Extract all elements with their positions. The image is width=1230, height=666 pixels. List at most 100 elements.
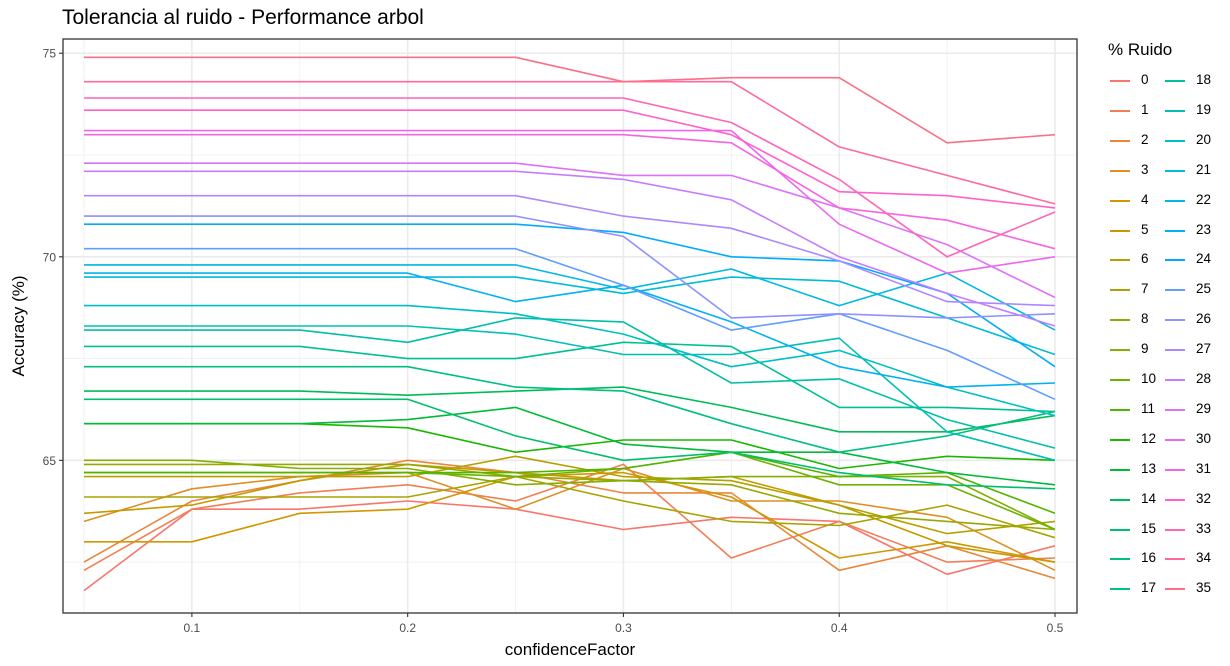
series-line-9 xyxy=(84,459,1056,531)
series-line-35 xyxy=(84,56,1056,144)
series-line-20 xyxy=(84,304,1056,417)
series-line-7 xyxy=(84,475,1056,539)
series-line-17 xyxy=(84,341,1056,413)
legend-label: 23 xyxy=(1196,221,1212,237)
legend-swatch xyxy=(1165,109,1185,112)
series-line-21 xyxy=(84,276,1056,356)
series-line-18 xyxy=(84,317,1056,449)
legend-label: 24 xyxy=(1196,251,1212,267)
legend-label: 35 xyxy=(1196,580,1212,596)
legend-swatch xyxy=(1165,468,1185,471)
legend-label: 22 xyxy=(1196,191,1212,207)
legend-swatch xyxy=(1165,408,1185,411)
series-line-0 xyxy=(83,500,1056,592)
series-line-33 xyxy=(84,97,1056,258)
legend-swatch xyxy=(1110,289,1130,292)
legend-label: 34 xyxy=(1196,550,1212,566)
series-line-23 xyxy=(84,272,1056,388)
y-tick-label: 65 xyxy=(43,454,57,468)
series-line-16 xyxy=(84,365,1056,454)
legend-label: 6 xyxy=(1141,251,1149,267)
y-tick-label: 75 xyxy=(43,47,57,61)
series-line-5 xyxy=(83,463,1056,563)
legend-swatch xyxy=(1110,80,1130,82)
legend-swatch xyxy=(1110,139,1130,142)
legend-swatch xyxy=(1165,319,1185,322)
x-tick-label: 0.4 xyxy=(831,621,848,635)
legend-swatch xyxy=(1110,498,1130,501)
axis-layer: 0.1 0.2 0.3 0.4 0.5 65 70 75 xyxy=(43,47,1064,635)
legend-label: 12 xyxy=(1141,430,1157,446)
legend-swatch xyxy=(1110,349,1130,352)
legend-swatch xyxy=(1165,438,1185,441)
legend-swatch xyxy=(1165,379,1185,381)
legend-swatch xyxy=(1165,498,1185,501)
series-line-4 xyxy=(84,471,1056,563)
legend-swatch xyxy=(1165,199,1185,202)
series-line-29 xyxy=(84,162,1056,299)
y-axis-title: Accuracy (%) xyxy=(9,275,28,376)
y-tick-label: 70 xyxy=(43,250,57,264)
legend-label: 2 xyxy=(1141,131,1149,147)
legend-label: 30 xyxy=(1196,430,1212,446)
legend-label: 4 xyxy=(1141,191,1149,207)
legend-swatch xyxy=(1110,259,1130,262)
series-line-15 xyxy=(84,398,1056,490)
legend-swatch xyxy=(1110,588,1130,591)
legend-swatch xyxy=(1110,468,1130,471)
legend-label: 33 xyxy=(1196,520,1212,536)
series-line-24 xyxy=(84,223,1056,368)
series-line-25 xyxy=(84,247,1056,401)
legend-label: 13 xyxy=(1141,460,1157,476)
legend-swatch xyxy=(1165,528,1185,531)
series-line-6 xyxy=(84,455,1056,535)
legend-label: 18 xyxy=(1196,72,1212,87)
series-line-19 xyxy=(84,325,1056,462)
series-line-11 xyxy=(84,451,1056,515)
plot-panel-border xyxy=(62,38,1078,614)
x-axis-title: confidenceFactor xyxy=(505,640,636,659)
legend-label: 26 xyxy=(1196,311,1212,327)
legend-label: 15 xyxy=(1141,520,1157,536)
legend-label: 7 xyxy=(1141,281,1149,297)
legend-label: 29 xyxy=(1196,400,1212,416)
legend-title: % Ruido xyxy=(1108,40,1173,59)
legend-label: 19 xyxy=(1196,101,1212,117)
legend-swatch xyxy=(1165,259,1185,262)
legend-swatch xyxy=(1165,80,1185,82)
legend-swatch xyxy=(1110,379,1130,381)
legend-swatch xyxy=(1165,229,1185,232)
series-line-22 xyxy=(84,264,1056,331)
legend-swatch xyxy=(1165,558,1185,561)
legend-swatch xyxy=(1165,289,1185,292)
x-tick-label: 0.2 xyxy=(399,621,416,635)
legend-label: 16 xyxy=(1141,550,1157,566)
legend-label: 11 xyxy=(1141,400,1156,416)
legend-label: 8 xyxy=(1141,311,1149,327)
legend-swatch xyxy=(1110,408,1130,411)
legend-label: 0 xyxy=(1141,72,1149,87)
legend-swatch xyxy=(1110,199,1130,202)
series-line-26 xyxy=(84,215,1056,319)
legend-swatch xyxy=(1110,229,1130,232)
legend-swatch xyxy=(1110,558,1130,561)
series-layer xyxy=(83,56,1056,592)
legend-swatch xyxy=(1165,139,1185,142)
series-line-28 xyxy=(84,170,1056,327)
series-line-27 xyxy=(84,194,1056,307)
legend-label: 1 xyxy=(1141,101,1149,117)
legend-label: 20 xyxy=(1196,131,1212,147)
legend-label: 17 xyxy=(1141,580,1157,596)
legend-label: 31 xyxy=(1196,460,1212,476)
legend-swatch xyxy=(1110,438,1130,441)
legend-swatch xyxy=(1110,319,1130,322)
series-line-30 xyxy=(84,129,1056,274)
legend-label: 21 xyxy=(1196,161,1212,177)
legend-swatch xyxy=(1110,169,1130,172)
legend-swatch xyxy=(1165,349,1185,352)
legend-label: 3 xyxy=(1141,161,1149,177)
series-line-12 xyxy=(84,422,1056,470)
legend-swatch xyxy=(1165,588,1185,591)
series-line-32 xyxy=(84,109,1056,209)
